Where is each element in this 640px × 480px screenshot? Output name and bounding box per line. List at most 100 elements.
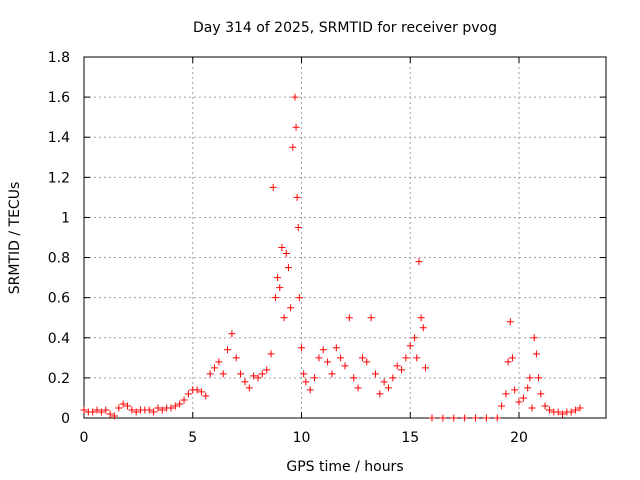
data-point xyxy=(419,324,427,332)
data-point xyxy=(345,314,353,322)
data-point xyxy=(292,123,300,131)
data-point xyxy=(559,410,566,418)
x-tick-label: 5 xyxy=(188,430,197,446)
x-tick-label: 0 xyxy=(80,430,89,446)
data-point xyxy=(511,386,519,394)
data-point xyxy=(245,384,253,392)
data-point xyxy=(306,386,314,394)
y-tick-label: 0.4 xyxy=(48,331,70,347)
data-point xyxy=(274,274,282,282)
y-axis-label: SRMTID / TECUs xyxy=(7,182,23,295)
data-point xyxy=(415,258,423,266)
x-axis-label: GPS time / hours xyxy=(286,459,403,475)
data-point xyxy=(576,404,584,412)
data-point xyxy=(106,410,114,418)
data-point xyxy=(150,408,158,416)
data-point xyxy=(532,350,540,358)
data-point xyxy=(271,294,279,302)
x-tick-label: 15 xyxy=(401,430,419,446)
data-point xyxy=(269,183,277,191)
data-point xyxy=(567,408,575,416)
data-point xyxy=(89,408,97,416)
data-points xyxy=(80,93,584,422)
data-point xyxy=(184,390,192,398)
data-point xyxy=(421,364,429,372)
data-point xyxy=(363,358,371,366)
data-point xyxy=(154,404,162,412)
data-point xyxy=(80,406,88,414)
data-point xyxy=(541,402,549,410)
data-point xyxy=(502,390,510,398)
y-tick-label: 0.6 xyxy=(48,291,70,307)
x-tick-label: 20 xyxy=(510,430,528,446)
data-point xyxy=(228,330,236,338)
data-point xyxy=(328,370,336,378)
data-point xyxy=(237,370,245,378)
y-tick-label: 0 xyxy=(61,411,70,427)
data-point xyxy=(158,406,166,414)
data-point xyxy=(280,314,288,322)
data-point xyxy=(354,384,362,392)
data-point xyxy=(311,374,319,382)
data-point xyxy=(450,414,458,422)
data-point xyxy=(406,342,414,350)
data-point xyxy=(493,414,501,422)
data-point xyxy=(276,284,284,292)
data-point xyxy=(197,388,205,396)
data-point xyxy=(219,370,227,378)
data-point xyxy=(263,366,271,374)
data-point xyxy=(472,414,479,422)
data-point xyxy=(337,354,345,362)
data-point xyxy=(519,394,527,402)
data-point xyxy=(358,354,366,362)
y-tick-label: 1.2 xyxy=(48,170,70,186)
data-point xyxy=(537,390,545,398)
data-point xyxy=(258,370,266,378)
data-point xyxy=(300,370,308,378)
data-point xyxy=(315,354,323,362)
data-point xyxy=(528,404,536,412)
data-point xyxy=(119,400,127,408)
data-point xyxy=(380,378,388,386)
data-point xyxy=(180,396,188,404)
data-point xyxy=(232,354,240,362)
data-point xyxy=(215,358,223,366)
data-point xyxy=(145,406,153,414)
data-point xyxy=(97,408,105,416)
data-point xyxy=(498,402,506,410)
data-point xyxy=(224,346,232,354)
data-point xyxy=(211,364,218,372)
grid-lines xyxy=(84,57,606,418)
data-point xyxy=(294,223,302,231)
data-point xyxy=(324,358,332,366)
chart-title: Day 314 of 2025, SRMTID for receiver pvo… xyxy=(193,20,497,36)
data-point xyxy=(411,334,419,342)
axis-ticks xyxy=(83,56,606,419)
y-tick-label: 1.8 xyxy=(48,50,70,66)
data-point xyxy=(93,406,101,414)
data-point xyxy=(554,408,562,416)
y-tick-label: 1 xyxy=(61,210,70,226)
data-point xyxy=(371,370,379,378)
data-point xyxy=(176,400,184,408)
data-point xyxy=(282,250,290,258)
data-point xyxy=(393,362,401,370)
data-point xyxy=(350,374,358,382)
data-point xyxy=(398,366,406,374)
data-point xyxy=(413,354,421,362)
data-point xyxy=(515,398,523,406)
tick-labels: 0 0.2 0.4 0.6 0.8 1 1.2 1.4 1.6 1.8 0 5 10 15 20 xyxy=(48,50,528,446)
data-point xyxy=(376,390,384,398)
data-point xyxy=(389,374,397,382)
data-point xyxy=(367,314,375,322)
data-point xyxy=(506,318,514,326)
data-point xyxy=(278,244,286,252)
data-point xyxy=(417,314,425,322)
plot-frame xyxy=(83,56,607,419)
data-point xyxy=(302,378,310,386)
y-tick-label: 0.2 xyxy=(48,371,70,387)
data-point xyxy=(241,378,249,386)
data-point xyxy=(115,404,123,412)
data-point xyxy=(319,346,327,354)
